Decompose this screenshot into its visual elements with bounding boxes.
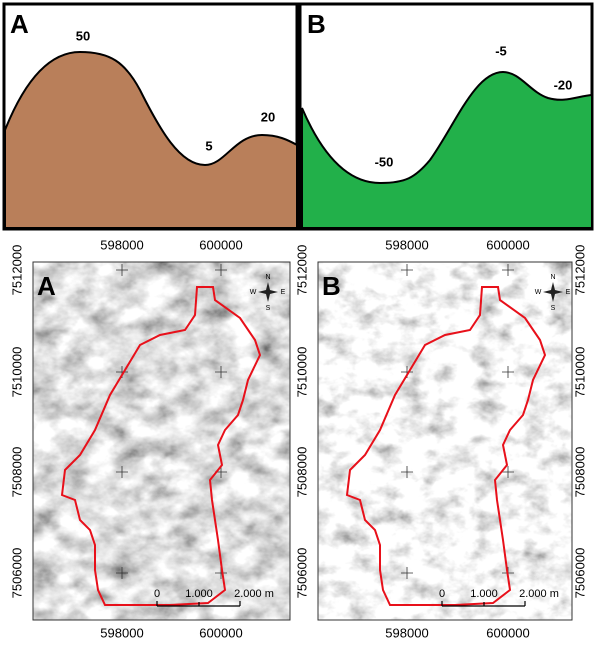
terrain-profile (301, 70, 593, 229)
grid-cross (215, 366, 227, 378)
y-tick-label: 7506000 (9, 548, 24, 599)
panel-letter: B (307, 9, 326, 39)
x-tick-label: 600000 (199, 237, 242, 252)
y-tick-label: 7506000 (572, 548, 587, 599)
grid-cross (401, 466, 413, 478)
map-frame (32, 261, 291, 621)
compass-label: S (551, 305, 556, 312)
watershed-boundary (60, 286, 262, 606)
scale-label: 2.000 m (519, 588, 559, 600)
scale-label: 0 (439, 588, 445, 600)
compass-label: N (265, 274, 270, 281)
maps: A 598000 598000 600000 600000 7512000 7510000 7… (9, 237, 587, 640)
panel-letter: A (37, 271, 56, 301)
elevation-label: -50 (375, 154, 394, 169)
x-tick-label: 598000 (100, 625, 143, 640)
y-tick-label: 7506000 (294, 548, 309, 599)
elevation-label: -20 (554, 77, 573, 92)
grid-cross (502, 366, 514, 378)
panel-letter: A (10, 9, 29, 39)
y-tick-label: 7510000 (9, 347, 24, 398)
grid-cross (215, 264, 227, 276)
hillshade-map: B 598000 598000 600000 600000 7512000 7510000 7… (294, 237, 587, 640)
x-tick-label: 600000 (486, 237, 529, 252)
y-tick-label: 7508000 (9, 447, 24, 498)
scale-bar (156, 601, 241, 607)
profile-b: B -50 -5 -20 (298, 2, 594, 231)
y-tick-label: 7510000 (294, 347, 309, 398)
y-tick-label: 7508000 (572, 447, 587, 498)
elevation-label: 20 (261, 109, 275, 124)
grid-cross (502, 264, 514, 276)
profile-a: A 50 5 20 (2, 2, 299, 231)
panel-letter: B (322, 271, 341, 301)
compass-rose (543, 282, 563, 302)
hillshade (318, 262, 572, 620)
scale-bar (441, 601, 526, 607)
grid-cross (116, 466, 128, 478)
grid-cross (116, 567, 128, 579)
grid-cross (401, 264, 413, 276)
x-tick-label: 598000 (385, 237, 428, 252)
y-tick-label: 7512000 (9, 245, 24, 296)
grid-cross (401, 567, 413, 579)
scale-label: 1.000 (470, 588, 498, 600)
compass-label: E (566, 289, 571, 296)
compass-label: N (550, 274, 555, 281)
terrain-profile (4, 50, 298, 229)
hillshade (33, 262, 290, 620)
y-tick-label: 7512000 (572, 245, 587, 296)
grid-cross (116, 264, 128, 276)
scale-label: 1.000 (185, 588, 213, 600)
x-tick-label: 598000 (385, 625, 428, 640)
scale-label: 0 (154, 588, 160, 600)
y-tick-label: 7508000 (294, 447, 309, 498)
compass-label: W (250, 289, 257, 296)
compass-label: E (281, 289, 286, 296)
elevation-label: 50 (76, 28, 90, 43)
scale-label: 2.000 m (234, 588, 274, 600)
compass-label: W (535, 289, 542, 296)
x-tick-label: 598000 (100, 237, 143, 252)
compass-label: S (266, 305, 271, 312)
x-tick-label: 600000 (199, 625, 242, 640)
compass-rose (258, 282, 278, 302)
x-tick-label: 600000 (486, 625, 529, 640)
y-tick-label: 7512000 (294, 245, 309, 296)
watershed-boundary (345, 286, 547, 606)
hillshade-map: A 598000 598000 600000 600000 7512000 7510000 7… (9, 237, 291, 640)
y-tick-label: 7510000 (572, 347, 587, 398)
elevation-label: -5 (495, 43, 507, 58)
grid-cross (502, 466, 514, 478)
map-frame (317, 261, 573, 621)
elevation-label: 5 (205, 138, 212, 153)
